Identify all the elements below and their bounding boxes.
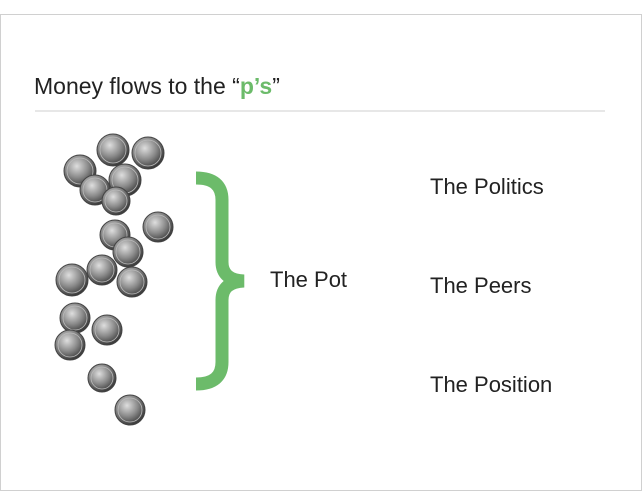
coin — [55, 330, 85, 360]
page: Money flows to the “p’s” The Pot The Pol… — [0, 0, 642, 491]
coin — [88, 364, 116, 392]
item-label: The Politics — [430, 174, 544, 199]
coin — [56, 264, 88, 296]
coin — [132, 137, 164, 169]
slide-title: Money flows to the “p’s” — [34, 73, 280, 99]
coin — [117, 267, 147, 297]
title-highlight: p’s — [240, 73, 272, 99]
item-label: The Position — [430, 372, 552, 397]
coin — [60, 303, 90, 333]
coin — [87, 255, 117, 285]
coin — [97, 134, 129, 166]
coin — [113, 237, 143, 267]
coin — [143, 212, 173, 242]
title-text: Money flows to the “ — [34, 73, 240, 99]
item-label: The Peers — [430, 273, 532, 298]
center-label: The Pot — [270, 267, 347, 292]
coin — [115, 395, 145, 425]
slide: Money flows to the “p’s” The Pot The Pol… — [0, 0, 642, 491]
coin — [92, 315, 122, 345]
coin — [102, 187, 130, 215]
title-text: ” — [272, 73, 280, 99]
